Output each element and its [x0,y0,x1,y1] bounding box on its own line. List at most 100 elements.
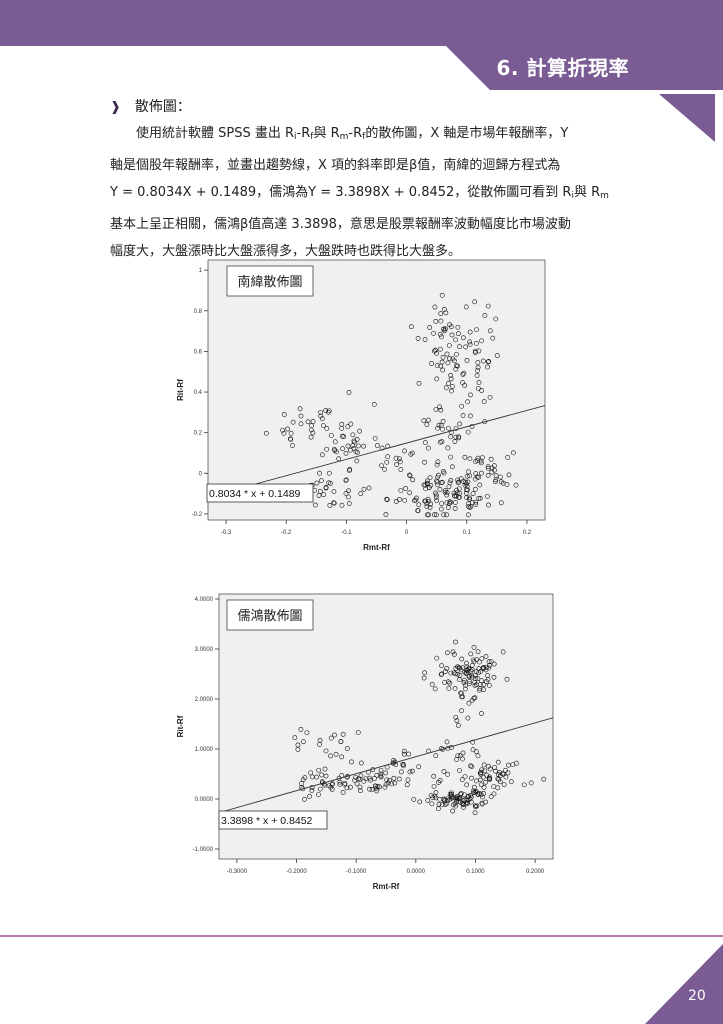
scatter-point [317,786,323,792]
scatter-point [453,434,459,440]
scatter-point [506,472,512,478]
scatter-point [363,776,369,782]
scatter-point [454,796,460,801]
scatter-point [447,499,453,505]
scatter-point [455,664,460,670]
scatter-point [416,502,422,508]
scatter-point [372,776,377,781]
scatter-point [432,304,438,310]
scatter-point [338,739,344,744]
scatter-point [305,419,311,425]
scatter-point [304,730,310,736]
scatter-point [339,502,345,508]
scatter-point [445,445,451,451]
scatter-point [322,766,328,772]
scatter-point [468,799,474,805]
scatter-point [448,670,454,676]
trend-line [208,405,545,498]
scatter-point [491,674,497,680]
scatter-point [312,502,318,508]
scatter-point [407,490,413,496]
scatter-point [460,335,466,341]
scatter-point [482,313,488,318]
x-tick-label: -0.1 [341,530,352,536]
scatter-point [470,500,475,506]
scatter-point [472,683,478,688]
scatter-point [454,797,460,803]
scatter-point [319,772,325,778]
scatter-point [488,456,494,462]
scatter-point [464,670,470,676]
scatter-point [401,748,407,754]
footer-decoration [645,944,723,1024]
chapter-title-tab [446,46,723,90]
scatter-point [475,368,481,373]
scatter-point [448,324,454,330]
scatter-point [460,802,466,808]
scatter-point [449,791,454,797]
scatter-point [435,425,441,431]
section-heading: ❱ 散佈圖： [110,96,191,116]
scatter-point [263,430,269,436]
scatter-point [466,495,472,501]
scatter-point [337,779,343,785]
scatter-point [413,497,419,503]
scatter-point [442,669,448,674]
scatter-point [425,417,431,423]
scatter-point [317,470,322,476]
scatter-point [476,495,482,501]
scatter-point [281,430,287,436]
scatter-point [357,784,363,790]
scatter-point [457,768,462,773]
x-tick-label: -0.1000 [346,869,367,875]
scatter-point [433,753,439,759]
scatter-point [477,777,483,783]
scatter-point [434,498,440,503]
x-tick-label: -0.2000 [286,869,307,875]
x-tick-label: 0.0000 [407,869,426,875]
scatter-point [415,508,421,513]
scatter-point [407,472,412,478]
scatter-point [417,799,423,805]
scatter-point [424,480,430,486]
scatter-point [450,808,456,814]
scatter-point [342,780,348,786]
scatter-point [473,675,478,681]
scatter-point [479,767,485,773]
scatter-point [468,392,473,398]
scatter-point [501,782,507,788]
x-tick-label: -0.3000 [227,869,248,875]
x-tick-label: 0.2000 [526,869,545,875]
scatter-point [323,773,329,779]
scatter-point [486,359,492,364]
scatter-point [444,351,450,357]
scatter-point [382,784,388,790]
scatter-point [346,501,352,506]
scatter-point [368,777,373,783]
scatter-point [478,769,484,775]
scatter-point [444,490,450,496]
scatter-point [478,460,484,466]
scatter-point [310,419,316,424]
scatter-point [411,797,417,802]
y-tick-label: 0.2 [194,431,203,437]
scatter-point [397,497,402,502]
scatter-point [458,690,464,696]
scatter-point [465,715,471,721]
scatter-point [479,656,485,661]
scatter-point [448,434,454,440]
scatter-point [326,408,332,414]
scatter-svg: -0.3 -0.2 -0.1 0 0.1 0.2 -0.2 0 0.2 0.4 0.6 0.8 1 Rmt… [176,259,546,552]
scatter-point [504,676,510,682]
scatter-point [467,679,472,684]
scatter-point [437,778,443,783]
scatter-point [467,681,472,687]
scatter-point [379,445,385,451]
scatter-point [454,487,459,493]
chapter-title: 6. 計算折現率 [496,56,629,80]
scatter-point [332,732,337,738]
scatter-point [467,329,473,335]
scatter-point [446,425,451,431]
scatter-point [478,470,484,476]
scatter-point [347,466,353,472]
